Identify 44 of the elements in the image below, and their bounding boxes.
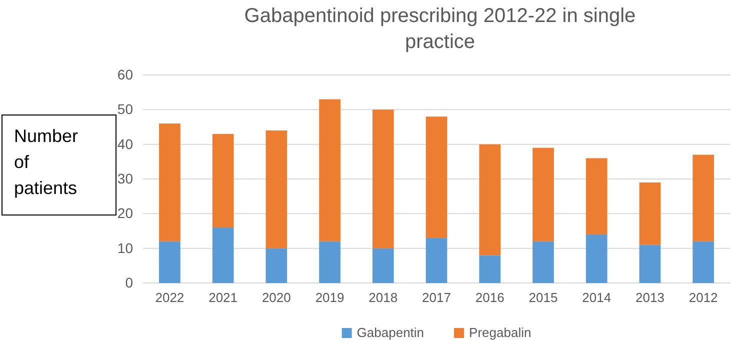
chart-title: Gabapentinoid prescribing 2012-22 in single practice <box>244 5 636 53</box>
x-tick-label: 2018 <box>368 290 398 306</box>
legend-label: Pregabalin <box>469 325 532 340</box>
bar <box>159 124 180 242</box>
x-tick-label: 2022 <box>155 290 184 306</box>
legend-label: Gabapentin <box>356 325 424 340</box>
bar <box>586 234 608 283</box>
bar <box>639 182 661 245</box>
y-axis-title: Number of patients <box>14 126 78 198</box>
y-tick-label: 60 <box>117 66 134 82</box>
bar <box>372 110 394 248</box>
bar <box>532 241 554 283</box>
bar <box>266 248 288 283</box>
x-tick-label: 2016 <box>475 290 504 306</box>
y-tick-label: 0 <box>125 274 134 290</box>
bar <box>426 238 448 283</box>
x-tick-label: 2012 <box>688 290 718 306</box>
bar <box>319 241 340 283</box>
bar <box>426 116 448 238</box>
x-tick-label: 2013 <box>635 290 664 306</box>
y-tick-label: 50 <box>117 101 134 118</box>
y-tick-label: 30 <box>117 170 134 186</box>
bar <box>479 144 501 256</box>
bar <box>212 228 234 283</box>
y-tick-label: 10 <box>117 240 134 256</box>
bar <box>319 99 340 242</box>
bar <box>159 241 180 283</box>
bar <box>479 255 501 283</box>
x-tick-label: 2019 <box>315 290 344 306</box>
x-tick-label: 2015 <box>528 290 558 306</box>
bar <box>266 130 288 248</box>
bar <box>212 134 234 228</box>
bar <box>532 148 554 242</box>
bar <box>692 154 714 242</box>
bar <box>372 248 394 283</box>
x-tick-label: 2020 <box>262 290 291 306</box>
x-tick-label: 2017 <box>422 290 451 306</box>
y-tick-label: 40 <box>117 136 134 152</box>
bar <box>692 241 714 283</box>
y-tick-label: 20 <box>117 205 134 222</box>
x-tick-label: 2021 <box>208 290 238 306</box>
bar <box>586 158 608 234</box>
x-tick-label: 2014 <box>582 290 612 306</box>
bar <box>639 244 661 283</box>
